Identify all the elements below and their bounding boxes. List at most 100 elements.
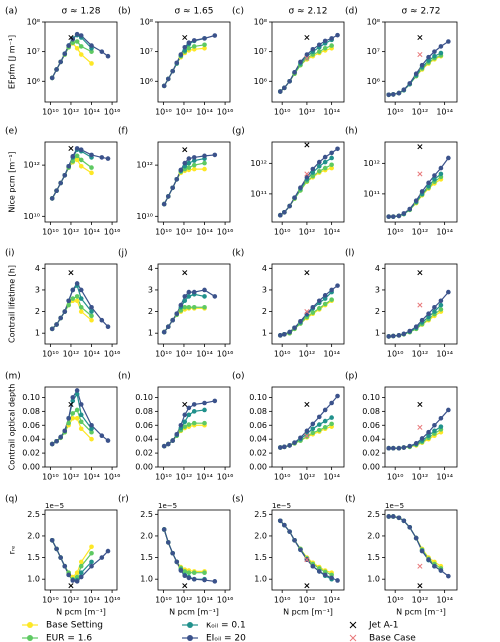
x-tick-label: 10¹² bbox=[299, 596, 316, 605]
series-point bbox=[66, 416, 71, 421]
series-point bbox=[202, 36, 207, 41]
series-point bbox=[329, 43, 334, 48]
series-point bbox=[432, 428, 437, 434]
series-point bbox=[74, 31, 80, 37]
series-point bbox=[310, 421, 316, 427]
x-tick-label: 10¹² bbox=[299, 473, 316, 482]
legend-marker bbox=[27, 622, 33, 628]
series-point bbox=[161, 83, 167, 89]
series-point bbox=[70, 287, 76, 293]
y-tick-label: 3 bbox=[35, 285, 40, 294]
series-point bbox=[401, 518, 407, 524]
series-point bbox=[191, 166, 197, 172]
y-tick-label: 0.08 bbox=[22, 407, 40, 416]
series-point bbox=[58, 180, 63, 186]
series-point bbox=[186, 160, 192, 166]
series-point bbox=[74, 391, 80, 397]
series-point bbox=[446, 39, 451, 44]
panel-label: (k) bbox=[232, 249, 244, 259]
series-point bbox=[105, 156, 111, 161]
plot-frame bbox=[271, 263, 345, 345]
plot-frame bbox=[157, 263, 231, 345]
x-tick-label: 10¹² bbox=[412, 350, 429, 359]
cross-stroke bbox=[349, 634, 357, 642]
panel-label: (h) bbox=[345, 127, 358, 137]
y-tick-label: 0.00 bbox=[22, 463, 40, 472]
y-tick-label: 10⁸ bbox=[140, 18, 153, 27]
plot-frame bbox=[384, 21, 458, 103]
series-point bbox=[413, 71, 419, 77]
y-tick-label: 2 bbox=[375, 307, 380, 316]
series-point bbox=[66, 572, 71, 578]
x-tick-label: 10¹² bbox=[176, 473, 193, 482]
y-tick-label: 10⁶ bbox=[140, 77, 153, 86]
series-point bbox=[292, 325, 297, 331]
y-tick-label: 2.5 bbox=[27, 510, 40, 519]
x-tick-label: 10¹⁶ bbox=[217, 228, 234, 237]
x-tick-label: 10¹⁴ bbox=[83, 473, 100, 482]
series-point bbox=[74, 39, 80, 44]
series-point bbox=[316, 306, 322, 311]
x-axis-label: N pcm [m⁻¹] bbox=[283, 608, 333, 617]
series-point bbox=[186, 40, 192, 46]
jet-marker bbox=[417, 34, 423, 41]
series-point bbox=[292, 537, 297, 543]
cross-stroke bbox=[417, 424, 423, 430]
series-point bbox=[282, 444, 287, 450]
jet-marker bbox=[68, 270, 74, 276]
base-marker bbox=[417, 51, 423, 58]
y-axis-label: Contrail lifetime [h] bbox=[8, 265, 17, 343]
panel-label: (q) bbox=[5, 495, 18, 505]
series-point bbox=[386, 445, 392, 451]
series-point bbox=[390, 514, 396, 519]
x-tick-label: 10¹⁰ bbox=[155, 108, 172, 117]
plot-frame bbox=[157, 21, 231, 103]
series-point bbox=[446, 155, 451, 161]
series-point bbox=[186, 570, 192, 576]
x-tick-label: 10¹² bbox=[63, 473, 80, 482]
cross-stroke bbox=[68, 145, 74, 151]
panel-label: (g) bbox=[232, 127, 245, 137]
cross-stroke bbox=[304, 557, 310, 563]
series-point bbox=[165, 76, 171, 82]
legend-marker bbox=[349, 621, 357, 629]
cross-stroke bbox=[182, 270, 188, 276]
series-line bbox=[163, 529, 205, 573]
series-point bbox=[58, 315, 63, 321]
series-point bbox=[186, 156, 192, 161]
series-point bbox=[419, 317, 425, 323]
x-tick-label: 10¹⁰ bbox=[155, 350, 172, 359]
series-point bbox=[182, 573, 188, 579]
panel-label: (r) bbox=[118, 495, 129, 505]
cross-stroke bbox=[417, 34, 423, 41]
x-tick-label: 10¹² bbox=[299, 350, 316, 359]
series-point bbox=[66, 298, 71, 304]
series-point bbox=[186, 45, 192, 51]
series-point bbox=[178, 308, 184, 313]
series-point bbox=[74, 579, 80, 584]
y-tick-label: 3 bbox=[262, 285, 267, 294]
series-point bbox=[89, 152, 94, 158]
series-point bbox=[407, 206, 413, 212]
series-point bbox=[298, 318, 303, 324]
series-point bbox=[74, 570, 80, 576]
x-tick-label: 10¹⁴ bbox=[436, 228, 453, 237]
plot-frame bbox=[44, 141, 118, 223]
series-point bbox=[165, 324, 171, 330]
y-tick-label: 10¹² bbox=[363, 159, 380, 168]
series-point bbox=[89, 550, 94, 556]
x-tick-label: 10¹⁰ bbox=[274, 473, 291, 482]
series-point bbox=[186, 412, 192, 418]
jet-marker bbox=[304, 270, 310, 276]
offset-label: 1e−5 bbox=[272, 502, 291, 510]
cross-stroke bbox=[417, 144, 423, 150]
offset-label: 1e−5 bbox=[385, 502, 404, 510]
series-point bbox=[78, 419, 84, 425]
series-point bbox=[202, 45, 207, 51]
x-tick-label: 10¹² bbox=[299, 228, 316, 237]
plot-frame bbox=[271, 509, 345, 591]
x-tick-label: 10¹⁰ bbox=[387, 228, 404, 237]
series-point bbox=[58, 434, 63, 440]
series-point bbox=[54, 546, 59, 552]
series-point bbox=[426, 429, 431, 435]
